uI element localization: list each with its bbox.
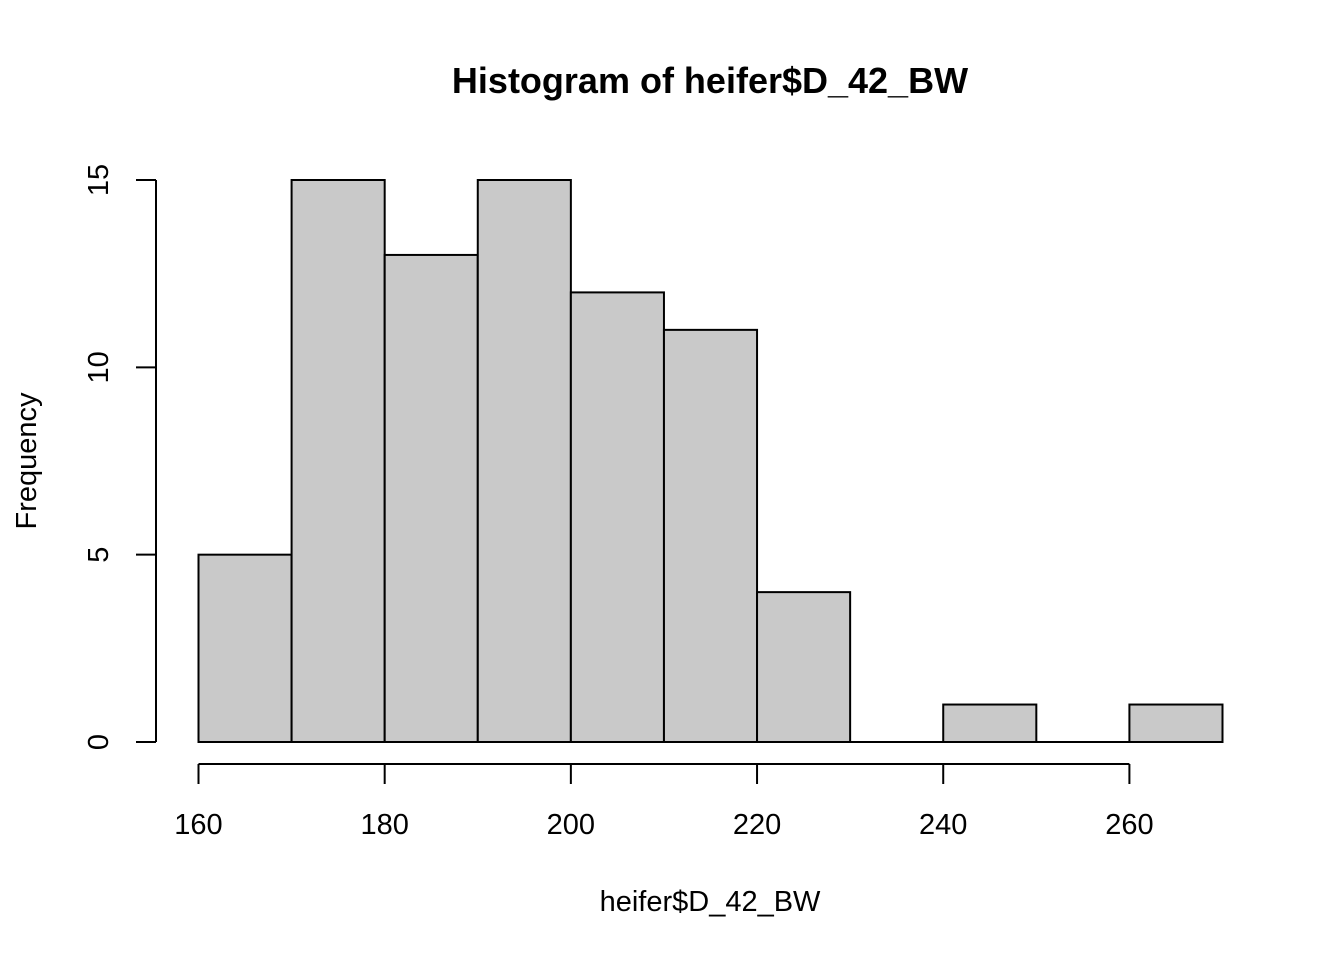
histogram-bar-10 bbox=[1128, 703, 1224, 743]
y-axis-label: Frequency bbox=[11, 392, 43, 530]
x-tick-label: 240 bbox=[919, 809, 967, 841]
y-tick-label: 10 bbox=[83, 351, 115, 383]
histogram-bar-0 bbox=[197, 553, 293, 744]
bars-group bbox=[197, 179, 1224, 744]
x-tick-label: 200 bbox=[547, 809, 595, 841]
histogram-bar-8 bbox=[942, 703, 1038, 743]
histogram-bar-5 bbox=[662, 328, 759, 743]
x-tick-label: 180 bbox=[360, 809, 408, 841]
chart-title: Histogram of heifer$D_42_BW bbox=[452, 60, 968, 101]
histogram-bar-6 bbox=[756, 591, 852, 744]
x-tick-label: 220 bbox=[733, 809, 781, 841]
histogram-bar-3 bbox=[476, 179, 572, 743]
y-tick-label: 5 bbox=[83, 547, 115, 563]
x-tick-label: 260 bbox=[1105, 809, 1153, 841]
histogram-bar-2 bbox=[383, 253, 479, 744]
y-axis: 0 5 10 15 bbox=[83, 164, 157, 750]
histogram-bar-1 bbox=[290, 179, 386, 743]
y-tick-label: 0 bbox=[83, 734, 115, 750]
histogram-bar-4 bbox=[569, 291, 665, 743]
x-axis-label: heifer$D_42_BW bbox=[600, 886, 821, 918]
y-tick-label: 15 bbox=[83, 164, 115, 196]
x-axis: 160 180 200 220 240 260 bbox=[174, 763, 1154, 841]
x-tick-label: 160 bbox=[174, 809, 222, 841]
